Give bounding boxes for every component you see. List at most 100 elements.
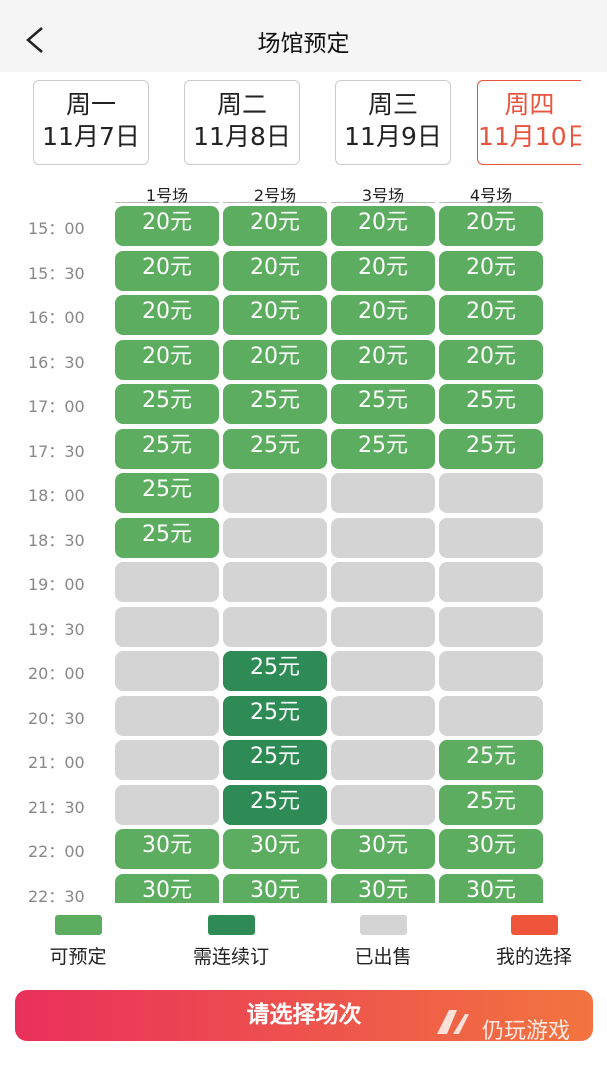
slot [331,562,435,602]
slot[interactable]: 30元 [115,829,219,869]
slot [223,517,327,558]
slot[interactable]: 30元 [223,873,327,903]
day-date: 11月9日 [344,122,442,151]
slot[interactable]: 20元 [331,250,435,291]
title: 场馆预定 [257,31,350,57]
slot[interactable]: 25元 [439,740,543,780]
slot[interactable]: 20元 [439,206,543,246]
slot[interactable]: 20元 [223,250,327,291]
day-tab[interactable]: 周四 11月10日 [477,80,581,165]
slot [331,784,435,825]
legend-swatch [360,915,407,935]
slot[interactable]: 20元 [439,250,543,291]
legend-swatch [208,915,255,935]
time-label: 17：30 [28,441,85,461]
slot [439,562,543,602]
day-date: 11月8日 [193,122,291,151]
time-label: 19：30 [28,619,85,639]
time-label: 16：00 [28,308,85,327]
court-header: 1号场 [115,182,219,205]
slot [331,740,435,780]
slot[interactable]: 30元 [331,829,435,869]
time-label: 22：00 [28,842,85,861]
slot[interactable]: 25元 [115,428,219,469]
slot[interactable]: 25元 [115,384,219,424]
slot [331,517,435,558]
time-label: 17：00 [28,397,85,416]
slot[interactable]: 20元 [439,295,543,335]
slot[interactable]: 20元 [223,206,327,246]
slot [439,651,543,691]
slot[interactable]: 25元 [223,651,327,691]
slot [115,695,219,736]
slot[interactable]: 30元 [331,873,435,903]
slot[interactable]: 25元 [439,784,543,825]
time-label: 18：00 [28,486,85,505]
legend-label: 需连续订 [192,946,269,968]
slot[interactable]: 20元 [115,250,219,291]
day-tab[interactable]: 周一 11月7日 [33,80,149,165]
slot-grid: 15：00 20元 20元 20元 20元 15：30 20元 20元 20元 20元 16：00 2… [0,203,607,903]
court-header: 4号场 [439,182,543,205]
slot [115,606,219,647]
slot[interactable]: 20元 [115,295,219,335]
time-label: 18：30 [28,530,85,550]
slot[interactable]: 20元 [223,339,327,380]
slot[interactable]: 25元 [439,384,543,424]
slot [223,562,327,602]
submit-button[interactable]: 请选择场次 [15,990,593,1041]
time-label: 19：00 [28,575,85,594]
day-tab[interactable]: 周二 11月8日 [184,80,300,165]
slot [439,517,543,558]
legend-label: 我的选择 [495,946,572,968]
slot[interactable]: 25元 [223,695,327,736]
slot[interactable]: 30元 [223,829,327,869]
time-label: 22：30 [28,886,85,904]
back-button[interactable] [24,26,46,54]
slot[interactable]: 20元 [223,295,327,335]
slot[interactable]: 30元 [439,829,543,869]
watermark-subtitle: Rengwan Games [486,1044,579,1057]
slot[interactable]: 25元 [439,428,543,469]
day-date: 11月7日 [42,122,140,151]
slot [223,473,327,513]
watermark-logo [437,1010,469,1034]
slot [115,784,219,825]
slot[interactable]: 20元 [331,295,435,335]
slot[interactable]: 25元 [115,517,219,558]
watermark-title: 仍玩游戏 [482,1019,571,1044]
slot[interactable]: 25元 [331,428,435,469]
slot[interactable]: 20元 [439,339,543,380]
slot[interactable]: 25元 [115,473,219,513]
slot[interactable]: 30元 [115,873,219,903]
slot [331,695,435,736]
slot [331,606,435,647]
court-header: 2号场 [223,182,327,205]
slot [115,651,219,691]
time-label: 20：00 [28,664,85,683]
time-label: 21：30 [28,797,85,817]
slot[interactable]: 25元 [223,784,327,825]
day-week: 周三 [367,90,418,119]
day-week: 周一 [65,90,116,119]
slot [439,695,543,736]
slot [115,562,219,602]
slot[interactable]: 25元 [223,740,327,780]
time-label: 16：30 [28,352,85,372]
slot[interactable]: 30元 [439,873,543,903]
day-tab[interactable]: 周三 11月9日 [335,80,451,165]
slot[interactable]: 20元 [331,206,435,246]
slot[interactable]: 25元 [331,384,435,424]
slot[interactable]: 20元 [331,339,435,380]
slot [331,473,435,513]
legend-label: 已出售 [354,946,412,968]
day-date: 11月10日 [478,122,581,151]
slot[interactable]: 20元 [115,206,219,246]
header: 场馆预定 [0,0,607,72]
slot[interactable]: 20元 [115,339,219,380]
slot[interactable]: 25元 [223,384,327,424]
time-label: 21：00 [28,753,85,772]
slot [223,606,327,647]
slot[interactable]: 25元 [223,428,327,469]
